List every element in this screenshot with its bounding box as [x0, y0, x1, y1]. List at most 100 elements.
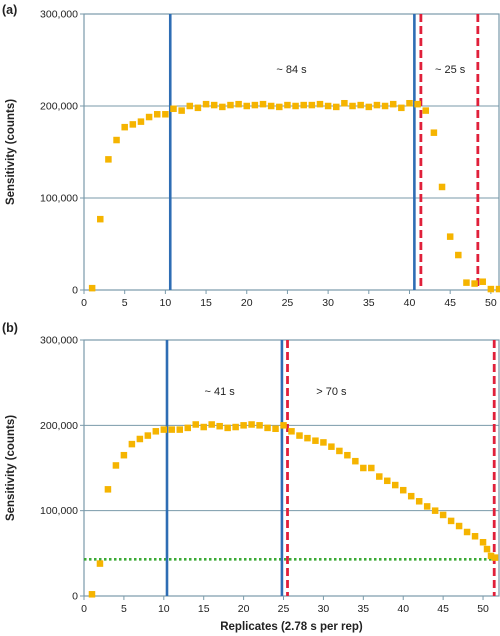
data-point — [360, 464, 367, 472]
data-point — [145, 113, 153, 121]
data-point — [324, 102, 332, 110]
x-tick-label: 30 — [318, 603, 330, 615]
data-point — [243, 102, 250, 110]
duration-annotation: ~ 41 s — [205, 386, 236, 398]
data-point — [491, 554, 499, 561]
x-tick-label: 45 — [437, 603, 449, 615]
x-tick-label: 35 — [357, 603, 369, 615]
data-point — [200, 423, 207, 431]
data-point — [376, 473, 383, 480]
data-point — [178, 107, 185, 114]
data-point — [463, 279, 470, 286]
data-point — [105, 156, 112, 163]
x-tick-label: 40 — [397, 603, 409, 615]
y-tick-label: 200,000 — [40, 101, 78, 113]
data-point — [308, 101, 316, 109]
data-point — [349, 102, 356, 110]
y-tick-label: 100,000 — [40, 505, 78, 517]
data-point — [414, 100, 421, 108]
data-point — [487, 552, 495, 560]
data-point — [153, 111, 161, 118]
y-tick-label: 100,000 — [40, 193, 78, 205]
data-point — [300, 101, 307, 109]
data-point — [352, 457, 359, 465]
data-point — [128, 440, 136, 448]
data-point — [455, 251, 462, 259]
data-point — [333, 103, 340, 111]
x-tick-label: 35 — [363, 297, 375, 309]
data-point — [422, 107, 430, 114]
data-point — [373, 101, 381, 109]
y-tick-label: 300,000 — [40, 9, 78, 21]
data-point — [316, 100, 324, 108]
data-point — [208, 421, 215, 428]
data-point — [276, 103, 283, 111]
panel-b-chart: 0 100,000 200,000 300,000 0 5 10 15 20 25 30 35 40 45… — [2, 321, 500, 633]
data-point — [438, 183, 446, 191]
data-point — [137, 118, 145, 125]
x-tick-label: 45 — [444, 297, 456, 309]
data-point — [487, 285, 495, 293]
data-point — [235, 100, 242, 108]
data-point — [97, 215, 104, 223]
data-point — [176, 426, 184, 433]
data-point — [483, 545, 491, 553]
x-tick-label: 5 — [121, 603, 127, 615]
data-point — [112, 462, 120, 469]
data-point — [328, 443, 335, 450]
y-tick-label: 0 — [72, 591, 78, 603]
data-point — [121, 123, 128, 131]
data-point — [415, 498, 423, 505]
data-point — [194, 104, 202, 112]
x-tick-label: 20 — [238, 603, 250, 615]
y-tick-label: 0 — [72, 285, 78, 297]
data-point — [336, 447, 343, 455]
data-point — [227, 101, 234, 109]
x-tick-label: 15 — [200, 297, 212, 309]
data-point — [170, 105, 177, 113]
data-point — [240, 422, 247, 429]
data-point — [312, 437, 319, 444]
data-point — [439, 511, 447, 519]
data-point — [389, 100, 397, 108]
data-point — [162, 111, 169, 118]
data-point — [406, 99, 413, 107]
x-tick-label: 0 — [81, 603, 87, 615]
duration-annotation: > 70 s — [316, 386, 347, 398]
x-tick-label: 30 — [322, 297, 334, 309]
data-point — [288, 428, 295, 435]
data-point — [144, 432, 152, 439]
data-point — [272, 425, 279, 432]
x-tick-label: 50 — [485, 297, 497, 309]
x-axis-label: Replicates (2.78 s per rep) — [220, 621, 363, 633]
data-point — [202, 100, 210, 108]
data-point — [232, 423, 239, 431]
data-point — [479, 278, 486, 285]
data-point — [368, 464, 375, 472]
data-point — [423, 503, 431, 510]
data-point — [113, 136, 120, 144]
data-point — [256, 422, 263, 429]
data-point — [455, 522, 463, 530]
data-point — [431, 507, 439, 514]
data-point — [248, 421, 255, 428]
x-tick-label: 10 — [158, 603, 170, 615]
data-point — [341, 99, 348, 107]
data-point — [88, 284, 96, 292]
data-point — [471, 533, 479, 540]
data-point — [365, 103, 373, 111]
data-point — [224, 424, 231, 432]
y-tick-label: 200,000 — [40, 420, 78, 432]
panel-a-chart: 0 100,000 200,000 300,000 0 5 10 15 20 25 30 35 40 45… — [2, 3, 500, 309]
data-point — [104, 486, 112, 493]
panel-label: (a) — [2, 3, 17, 17]
y-axis-label: Sensitivity (counts) — [5, 415, 17, 521]
x-tick-label: 25 — [278, 603, 290, 615]
x-tick-label: 50 — [477, 603, 489, 615]
data-point — [251, 101, 259, 109]
duration-annotation: ~ 25 s — [435, 64, 466, 76]
data-point — [407, 492, 415, 500]
data-point — [284, 101, 291, 109]
data-point — [430, 129, 438, 136]
data-point — [304, 434, 311, 442]
